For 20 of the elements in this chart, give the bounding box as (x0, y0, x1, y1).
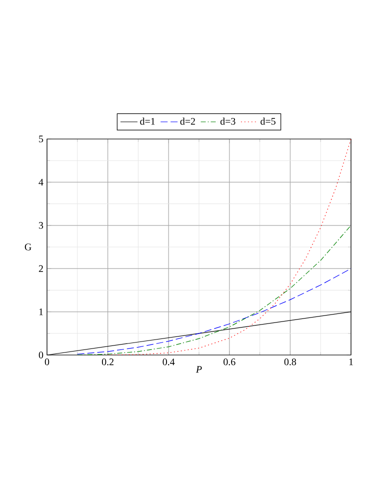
y-tick-label: 2 (38, 265, 43, 272)
line-series (77, 225, 352, 355)
x-tick-label: 0.6 (224, 358, 236, 366)
y-tick-label: 1 (39, 308, 43, 316)
y-tick-label: 0 (38, 352, 44, 358)
legend-label: d=5 (260, 118, 276, 125)
legend-label: d=2 (180, 118, 195, 125)
y-tick-label: 3 (38, 222, 44, 229)
y-tick-label: 5 (39, 136, 44, 142)
legend-label: d=1 (140, 118, 155, 125)
x-tick-label: 1 (349, 358, 353, 366)
y-axis-title: G (24, 244, 32, 250)
legend-label: d=3 (220, 118, 236, 125)
y-tick-label: 4 (38, 178, 44, 186)
x-tick-label: 0.8 (284, 358, 296, 366)
line-series (108, 139, 352, 355)
x-axis-title: P (196, 366, 202, 373)
x-tick-label: 0 (44, 358, 50, 366)
x-tick-label: 0.4 (162, 358, 175, 366)
x-tick-label: 0.2 (102, 358, 114, 366)
